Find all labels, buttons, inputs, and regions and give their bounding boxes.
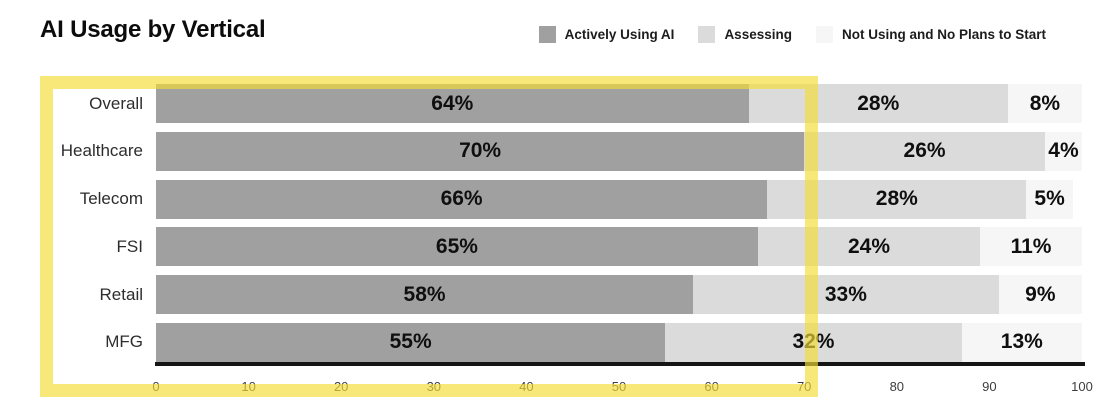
bar-row: Retail 58% 33% 9%: [0, 275, 1082, 315]
segment-value-label: 66%: [440, 187, 483, 211]
legend-label: Not Using and No Plans to Start: [841, 27, 1046, 42]
bar-row: Healthcare 70% 26% 4%: [0, 131, 1082, 171]
bar-segment: 32%: [665, 322, 962, 362]
legend-item: Not Using and No Plans to Start: [815, 26, 1046, 43]
bar-segment: 70%: [156, 131, 805, 171]
x-tick-label: 40: [519, 379, 534, 394]
bar-segment: 26%: [804, 131, 1045, 171]
segment-value-label: 64%: [431, 91, 474, 115]
bar-row: FSI 65% 24% 11%: [0, 227, 1082, 267]
bar-rows: Overall 64% 28% 8% Healthcare 70% 26% 4% Telecom…: [0, 84, 1082, 362]
category-label: Retail: [99, 284, 143, 304]
x-tick-label: 60: [704, 379, 719, 394]
segment-value-label: 28%: [857, 91, 900, 115]
bar-track: 64% 28% 8%: [156, 84, 1082, 123]
segment-value-label: 55%: [389, 330, 432, 354]
bar-segment: 8%: [1007, 84, 1082, 123]
bar-segment: 33%: [693, 275, 999, 315]
segment-value-label: 32%: [792, 330, 835, 354]
bar-segment: 13%: [961, 322, 1082, 362]
x-tick-label: 0: [152, 379, 160, 394]
bar-segment: 66%: [156, 179, 768, 219]
category-label: MFG: [105, 332, 143, 352]
category-label: FSI: [116, 236, 143, 256]
x-axis-ticks: 0 10 20 30 40 50 60 70 80 90 100: [152, 379, 1092, 397]
bar-row: Telecom 66% 28% 5%: [0, 179, 1082, 219]
bar-track: 58% 33% 9%: [156, 275, 1082, 315]
bar-segment: 9%: [998, 275, 1082, 315]
segment-value-label: 9%: [1025, 282, 1056, 306]
segment-value-label: 58%: [403, 282, 446, 306]
bar-segment: 55%: [156, 322, 666, 362]
bar-segment: 64%: [156, 84, 749, 123]
bar-track: 70% 26% 4%: [156, 131, 1082, 171]
bar-row: MFG 55% 32% 13%: [0, 322, 1082, 362]
legend-swatch-icon: [538, 26, 556, 43]
bar-segment: 65%: [156, 227, 758, 267]
bar-row: Overall 64% 28% 8%: [0, 84, 1082, 123]
bar-segment: 24%: [757, 227, 981, 267]
chart-title: AI Usage by Vertical: [40, 16, 266, 43]
category-label: Healthcare: [60, 141, 143, 161]
segment-value-label: 11%: [1010, 234, 1052, 258]
segment-value-label: 8%: [1029, 91, 1061, 115]
category-label: Overall: [89, 93, 143, 113]
bar-segment: 58%: [156, 275, 694, 315]
legend-swatch-icon: [815, 26, 833, 43]
x-tick-label: 70: [796, 379, 812, 394]
bar-segment: 28%: [767, 179, 1027, 219]
x-tick-label: 80: [889, 379, 905, 394]
legend: Actively Using AI Assessing Not Using and …: [538, 26, 1046, 43]
bar-segment: 5%: [1026, 179, 1073, 219]
segment-value-label: 24%: [847, 234, 891, 258]
bar-segment: 11%: [980, 227, 1082, 267]
bar-segment: 4%: [1044, 131, 1082, 171]
bar-track: 66% 28% 5%: [156, 179, 1082, 219]
segment-value-label: 4%: [1048, 139, 1079, 163]
x-tick-label: 90: [982, 379, 997, 394]
segment-value-label: 33%: [824, 282, 867, 306]
segment-value-label: 70%: [459, 139, 502, 163]
x-tick-label: 10: [241, 379, 256, 394]
x-tick-label: 30: [426, 379, 442, 394]
legend-label: Assessing: [724, 27, 792, 42]
legend-item: Assessing: [698, 26, 792, 43]
x-axis-line: [155, 362, 1085, 366]
segment-value-label: 5%: [1034, 187, 1065, 211]
segment-value-label: 28%: [875, 187, 918, 211]
bar-segment: 28%: [748, 84, 1008, 123]
category-label: Telecom: [79, 189, 143, 209]
bar-track: 65% 24% 11%: [156, 227, 1082, 267]
segment-value-label: 13%: [1000, 330, 1043, 354]
x-tick-label: 50: [611, 379, 627, 394]
x-tick-label: 20: [333, 379, 349, 394]
x-tick-label: 100: [1071, 379, 1093, 394]
segment-value-label: 26%: [903, 139, 946, 163]
bar-track: 55% 32% 13%: [156, 322, 1082, 362]
legend-swatch-icon: [698, 26, 716, 43]
legend-label: Actively Using AI: [564, 27, 675, 42]
segment-value-label: 65%: [435, 234, 478, 258]
legend-item: Actively Using AI: [538, 26, 675, 43]
